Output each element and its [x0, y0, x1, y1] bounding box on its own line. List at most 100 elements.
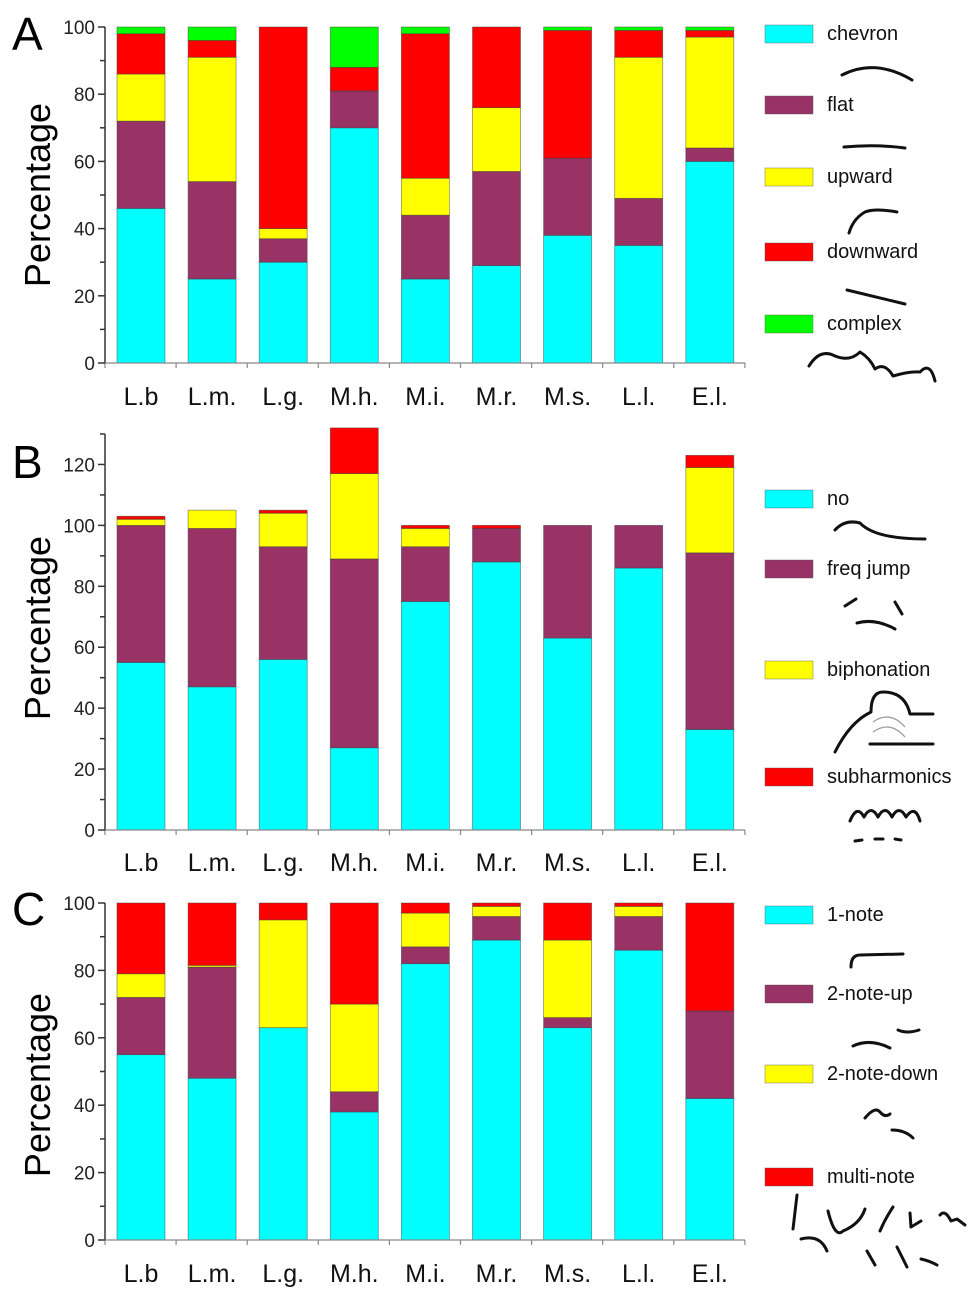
bar-segment-upward-mi [400, 177, 450, 216]
sketch-stroke [919, 1257, 939, 1267]
bar-segment-multi-note-lm [187, 902, 237, 966]
bar-segment-upward-mr [472, 107, 521, 172]
legend-label: chevron [827, 23, 898, 45]
panel-letter: B [12, 436, 43, 488]
bar-segment-multi-note-lb [116, 902, 166, 975]
sketch-stroke [851, 1041, 892, 1050]
bar-segment-upward-ll [614, 56, 664, 199]
sketch-stroke [938, 1211, 967, 1227]
bar-segment-upward-lg [258, 228, 308, 240]
sketch-stroke [843, 597, 858, 608]
bar-segment-1-note-el [685, 1098, 735, 1241]
bar-segment-flat-mi [400, 214, 450, 280]
bar-segment-subharmonics-mi [400, 524, 450, 529]
bar-segment-multi-note-el [685, 902, 735, 1012]
sketch-stroke [826, 1207, 867, 1235]
y-tick-label: 60 [74, 1029, 95, 1050]
bar-segment-chevron-lb [116, 208, 166, 364]
legend-label: 1-note [827, 904, 884, 926]
x-tick-label: M.s. [544, 1260, 591, 1288]
y-tick-label: 60 [74, 638, 95, 659]
legend-label: 2-note-down [827, 1063, 938, 1085]
bar-segment-downward-ms [543, 29, 592, 159]
x-tick-label: M.i. [405, 849, 445, 877]
x-tick-label: M.h. [330, 849, 379, 877]
flat-contour-icon [842, 144, 907, 150]
bar-segment-chevron-mi [400, 278, 450, 364]
legend-swatch [764, 314, 814, 334]
y-tick-label: 20 [74, 1164, 95, 1185]
bar-segment-freq-jump-ms [543, 524, 592, 639]
legend-swatch [764, 660, 814, 680]
bar-segment-biphonation-el [685, 467, 735, 554]
legend: chevron flat upward downward complex [764, 23, 937, 383]
bar-segment-freq-jump-lb [116, 524, 166, 663]
bar-segment-chevron-ms [543, 234, 592, 364]
x-tick-label: L.m. [188, 1260, 237, 1288]
bar-segment-freq-jump-el [685, 552, 735, 730]
freq-jump-contour-icon [843, 597, 904, 631]
x-tick-label: M.i. [405, 383, 445, 411]
y-axis-label: Percentage [17, 103, 58, 287]
bar-segment-2-note-down-mr [472, 905, 521, 917]
bar-segment-flat-el [685, 147, 735, 162]
bar-segment-2-note-up-lm [187, 966, 237, 1079]
bar-segment-1-note-ms [543, 1027, 592, 1241]
bar-segment-chevron-mh [329, 127, 379, 364]
sketch-stroke [895, 1245, 909, 1269]
legend-entry: flat [764, 94, 907, 150]
bar-segment-biphonation-mi [400, 528, 450, 548]
bar-segment-freq-jump-ll [614, 524, 664, 569]
legend-swatch [764, 905, 814, 925]
legend-label: downward [827, 241, 918, 263]
x-tick-label: L.b [124, 383, 159, 411]
x-tick-label: M.r. [476, 1260, 518, 1288]
legend-entry: upward [764, 166, 899, 235]
sketch-stroke [842, 144, 907, 150]
x-tick-label: M.s. [544, 849, 591, 877]
panel-c: C Percentage 0 20 40 60 80 100 L.b L.m. L.g. M.h. M.… [12, 883, 967, 1288]
bar-segment-complex-el [685, 26, 735, 31]
sketch-stroke [840, 66, 914, 82]
bar-segment-no-lm [187, 686, 237, 831]
y-tick-label: 100 [63, 516, 95, 537]
legend-entry: biphonation [764, 659, 935, 754]
x-tick-label: L.b [124, 1260, 159, 1288]
bar-segment-freq-jump-lg [258, 546, 308, 660]
bar-segment-flat-mr [472, 171, 521, 266]
x-tick-label: E.l. [692, 383, 728, 411]
bar-segment-downward-el [685, 29, 735, 38]
y-tick-label: 120 [63, 455, 95, 476]
sketch-stroke [791, 1193, 799, 1231]
legend-entry: chevron [764, 23, 914, 82]
bar-segment-2-note-down-lb [116, 973, 166, 998]
sketch-stroke [853, 838, 864, 843]
bar-segment-multi-note-mh [329, 902, 379, 1005]
bar-segment-no-el [685, 729, 735, 831]
y-tick-label: 100 [63, 18, 95, 39]
legend-label: multi-note [827, 1166, 915, 1188]
bar-segment-no-lg [258, 659, 308, 831]
bar-segment-2-note-up-el [685, 1010, 735, 1099]
bar-segment-flat-ll [614, 197, 664, 246]
bar-segment-2-note-up-ll [614, 916, 664, 951]
bar-segment-2-note-up-ms [543, 1017, 592, 1029]
bar-segment-complex-ms [543, 26, 592, 31]
sketch-stroke [893, 837, 903, 842]
panel-a: A Percentage 0 20 40 60 80 100 L.b L.m. L.g. M.h. M.… [12, 8, 937, 411]
bar-segment-downward-mh [329, 66, 379, 92]
bar-segment-subharmonics-lb [116, 515, 166, 520]
legend-swatch [764, 984, 814, 1004]
bar-segment-no-mr [472, 561, 521, 831]
bar-segment-biphonation-lm [187, 509, 237, 529]
legend-label: biphonation [827, 659, 930, 681]
legend-entry: 1-note [764, 904, 905, 969]
sketch-stroke [865, 1249, 877, 1267]
y-axis-label: Percentage [17, 536, 58, 720]
x-tick-label: L.l. [622, 1260, 655, 1288]
biphonation-contour-icon [833, 690, 935, 754]
y-tick-label: 0 [84, 354, 95, 375]
bar-segment-downward-lm [187, 40, 237, 58]
y-tick-label: 60 [74, 152, 95, 173]
x-tick-label: L.l. [622, 383, 655, 411]
